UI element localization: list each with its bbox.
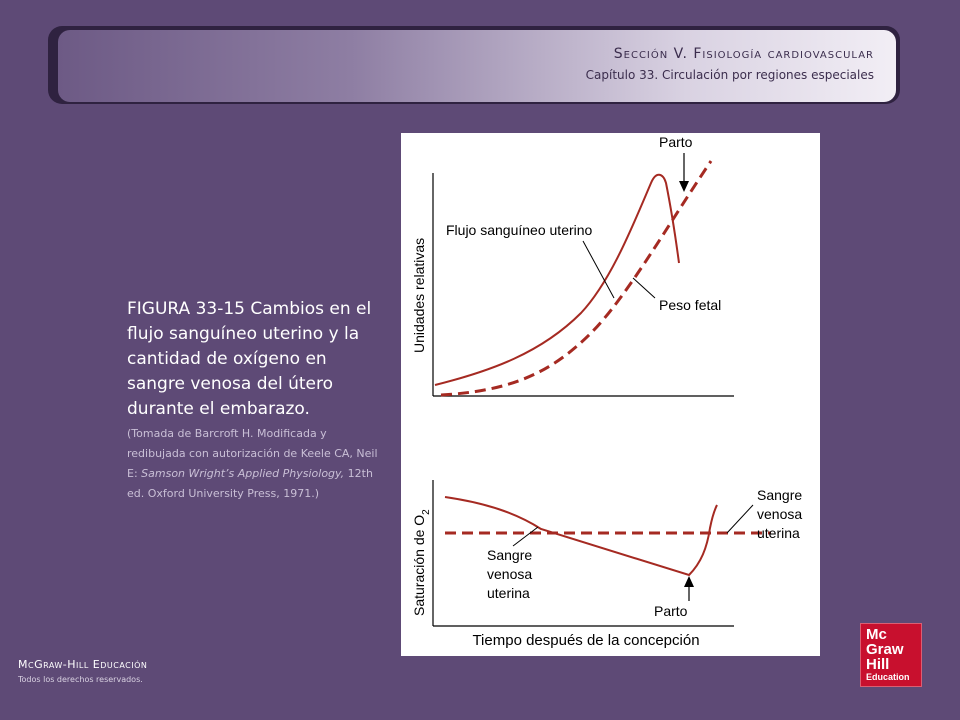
section-title: Sección V. Fisiología cardiovascular [613, 46, 874, 62]
top-event-arrow-head [679, 181, 689, 192]
figure-caption: FIGURA 33-15 Cambios en el flujo sanguín… [127, 297, 382, 504]
right-label-3: uterina [757, 525, 800, 541]
saturation-curve [444, 496, 718, 577]
bottom-y-label-sub: 2 [421, 509, 432, 515]
chapter-title: Capítulo 33. Circulación por regiones es… [585, 68, 874, 82]
left-label-2: venosa [487, 566, 532, 582]
figure-panel: Unidades relativas Flujo sanguíneo uteri… [401, 133, 820, 656]
left-label-1: Sangre [487, 547, 532, 563]
footer-company: McGraw-Hill Educación [18, 658, 148, 671]
flow-label-pointer [582, 240, 615, 299]
flow-label: Flujo sanguíneo uterino [446, 222, 593, 238]
left-label-3: uterina [487, 585, 530, 601]
fetal-weight-curve [440, 160, 713, 397]
publisher-logo: Mc Graw Hill Education [860, 623, 922, 687]
logo-line-4: Education [866, 672, 910, 682]
logo-line-2: Graw [866, 641, 904, 658]
right-label-2: venosa [757, 506, 802, 522]
caption-source-prefix: (Tomada de Barcroft H. Modificada y redi… [127, 427, 378, 480]
logo-line-1: Mc [866, 626, 887, 643]
top-y-label: Unidades relativas [411, 238, 427, 353]
bottom-event-arrow-head [684, 576, 694, 587]
bottom-event-label: Parto [654, 603, 688, 619]
right-label-pointer [726, 504, 754, 534]
top-event-label: Parto [659, 134, 693, 150]
right-label-1: Sangre [757, 487, 802, 503]
figure-diagram: Unidades relativas Flujo sanguíneo uteri… [411, 134, 802, 649]
flow-curve [434, 173, 680, 386]
logo-line-3: Hill [866, 656, 890, 673]
weight-label-pointer [632, 277, 656, 299]
slide-header: Sección V. Fisiología cardiovascular Cap… [58, 30, 896, 102]
bottom-y-label: Saturación de O2 [411, 509, 432, 616]
weight-label: Peso fetal [659, 297, 721, 313]
caption-title: FIGURA 33-15 Cambios en el flujo sanguín… [127, 299, 372, 419]
footer-rights: Todos los derechos reservados. [18, 675, 143, 684]
caption-source: (Tomada de Barcroft H. Modificada y redi… [127, 424, 382, 504]
left-label-pointer [512, 526, 539, 547]
x-axis-label: Tiempo después de la concepción [472, 632, 699, 649]
bottom-y-label-main: Saturación de O [411, 515, 427, 616]
caption-source-book: Samson Wright’s Applied Physiology, [141, 467, 345, 480]
caption-source-suffix: 12th ed. Oxford University Press, 1971.) [127, 467, 373, 500]
